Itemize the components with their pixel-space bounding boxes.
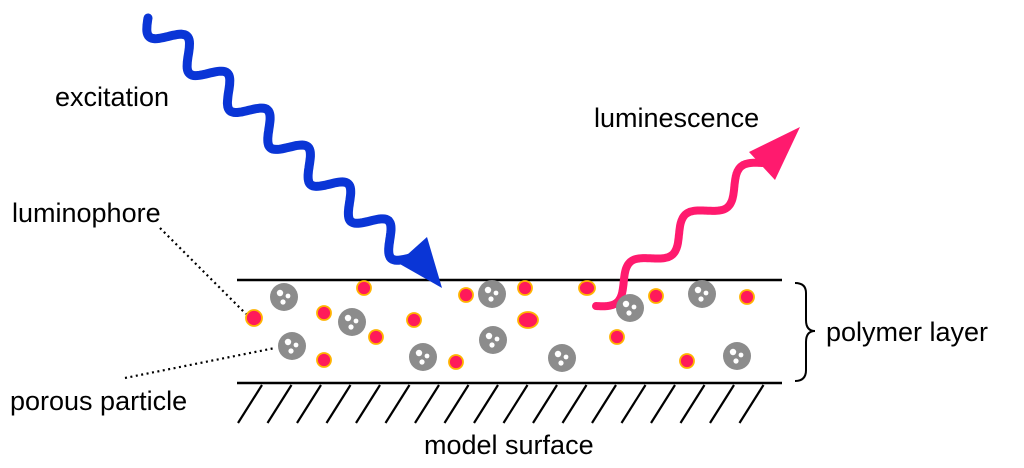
luminophore-dot: [368, 329, 384, 345]
hatch-line: [237, 384, 263, 424]
luminescence-label: luminescence: [594, 103, 759, 133]
porous-particle: [478, 280, 506, 308]
excitation-label: excitation: [55, 82, 169, 112]
hatch-line: [679, 384, 706, 424]
hatch-line: [709, 384, 735, 424]
hatch-line: [738, 384, 765, 424]
porous-particle-leader-line: [124, 346, 276, 380]
porous-particle: [409, 343, 437, 371]
luminophore-label: luminophore: [12, 198, 161, 228]
luminophore-dot: [739, 289, 755, 305]
hatch-line: [591, 384, 617, 424]
luminophore-dot: [316, 352, 332, 368]
hatch-line: [650, 384, 676, 424]
luminophore-leader-line: [159, 227, 247, 315]
porous-particle: [548, 344, 576, 372]
hatch-line: [384, 384, 411, 424]
hatch-line: [473, 384, 499, 424]
hatch-line: [355, 384, 381, 424]
luminophore-dot: [679, 353, 695, 369]
hatch-line: [620, 384, 647, 424]
excitation-arrowhead: [398, 237, 442, 288]
porous-particle: [616, 294, 644, 322]
hatch-line: [532, 384, 558, 424]
luminophores: [245, 280, 755, 370]
luminophore-dot: [648, 288, 664, 304]
polymer-layer-brace: [794, 282, 816, 382]
luminophore-dot: [316, 305, 332, 321]
luminophore-dot: [609, 329, 625, 345]
hatch-line: [266, 384, 293, 424]
luminescence-arrowhead: [749, 127, 800, 180]
porous-particle-label: porous particle: [10, 386, 187, 416]
luminophore-dot: [517, 280, 533, 296]
luminophore-dot: [517, 311, 539, 329]
porous-particle: [270, 283, 298, 311]
hatch-line: [443, 384, 470, 424]
hatch-line: [325, 384, 352, 424]
porous-particle: [338, 308, 366, 336]
hatch-line: [561, 384, 588, 424]
porous-particle: [688, 280, 716, 308]
surface-hatching: [237, 384, 765, 424]
porous-particle: [278, 332, 306, 360]
porous-particles: [270, 280, 751, 372]
hatch-line: [502, 384, 529, 424]
luminophore-dot: [448, 354, 464, 370]
luminophore-dot: [356, 280, 372, 296]
luminophore-dot: [245, 309, 263, 327]
model-surface-label: model surface: [424, 430, 594, 460]
polymer-layer-label: polymer layer: [826, 317, 988, 347]
luminophore-dot: [406, 312, 422, 328]
porous-particle: [723, 342, 751, 370]
luminophore-dot: [578, 280, 596, 296]
hatch-line: [414, 384, 440, 424]
luminophore-dot: [458, 287, 474, 303]
hatch-line: [296, 384, 322, 424]
excitation-wavy-arrow: [142, 13, 415, 265]
porous-particle: [479, 326, 507, 354]
luminescence-wavy-arrow: [592, 158, 766, 311]
